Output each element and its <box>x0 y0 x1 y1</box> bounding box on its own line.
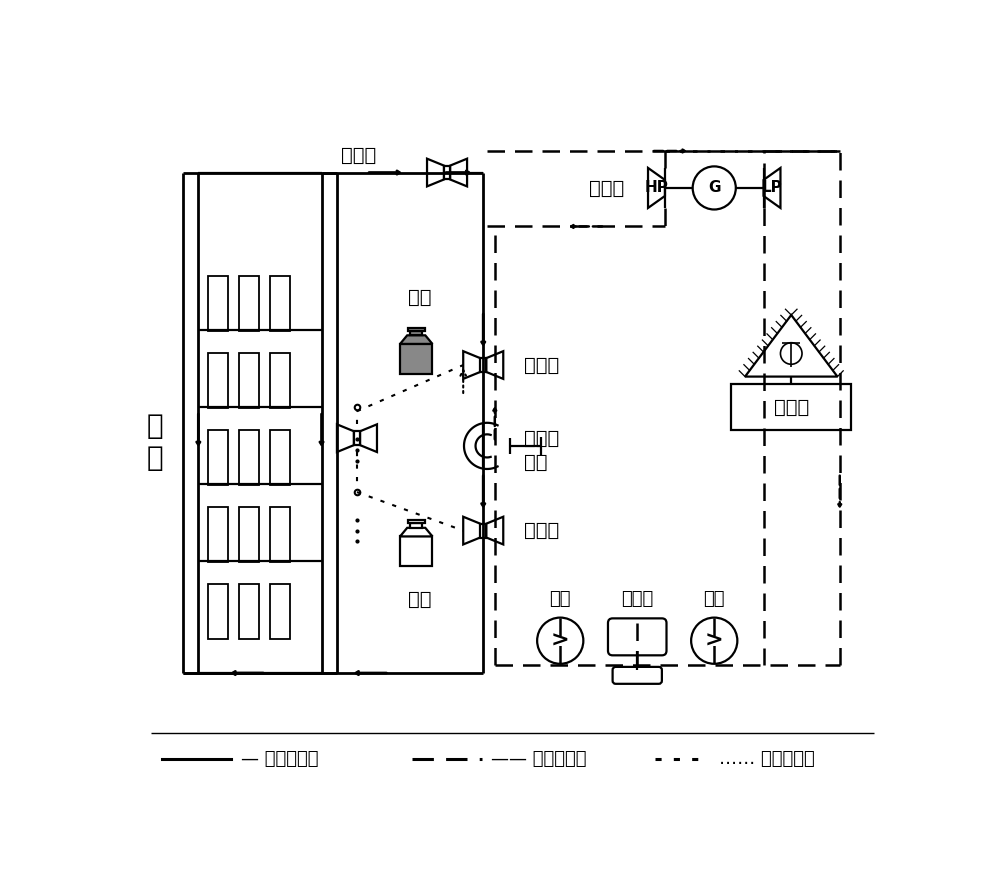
Bar <box>408 328 425 330</box>
Text: >: > <box>551 631 570 650</box>
Polygon shape <box>450 159 467 186</box>
Text: 再热器: 再热器 <box>341 146 376 165</box>
Bar <box>410 523 422 528</box>
Bar <box>400 536 432 566</box>
Text: 过热器: 过热器 <box>524 355 559 375</box>
Bar <box>444 166 450 180</box>
Polygon shape <box>745 315 837 377</box>
Text: 高加: 高加 <box>549 590 571 609</box>
Bar <box>239 430 259 486</box>
Bar <box>239 507 259 562</box>
Text: 凝气器: 凝气器 <box>774 398 809 417</box>
Circle shape <box>780 343 802 364</box>
Bar <box>354 431 360 445</box>
Text: 蕌汽发: 蕌汽发 <box>524 429 559 447</box>
Bar <box>480 524 486 538</box>
Polygon shape <box>463 517 480 545</box>
Bar <box>270 430 290 486</box>
Text: LP: LP <box>762 181 782 196</box>
Text: 生器: 生器 <box>524 454 548 472</box>
Bar <box>208 276 228 331</box>
Text: 预热器: 预热器 <box>524 521 559 540</box>
Text: G: G <box>708 181 720 196</box>
Polygon shape <box>360 424 377 452</box>
Bar <box>208 507 228 562</box>
Text: 低加: 低加 <box>703 590 725 609</box>
Bar <box>208 430 228 486</box>
Bar <box>270 276 290 331</box>
Text: 镜
场: 镜 场 <box>147 412 164 472</box>
Text: 汽轮机: 汽轮机 <box>589 178 624 198</box>
Polygon shape <box>427 159 444 186</box>
Bar <box>270 507 290 562</box>
Bar <box>400 344 432 374</box>
Text: 冷罐: 冷罐 <box>408 590 432 609</box>
Text: —— 水蕌气流向: —— 水蕌气流向 <box>491 750 586 768</box>
Text: — 导热油流向: — 导热油流向 <box>241 750 319 768</box>
FancyBboxPatch shape <box>608 618 667 656</box>
Circle shape <box>693 167 736 209</box>
Polygon shape <box>764 168 780 208</box>
Bar <box>270 584 290 639</box>
Text: 除氧器: 除氧器 <box>621 590 653 609</box>
Bar <box>208 584 228 639</box>
Text: …… 硝酸盐流向: …… 硝酸盐流向 <box>719 750 815 768</box>
Bar <box>408 520 425 523</box>
Bar <box>410 330 422 335</box>
Bar <box>270 353 290 408</box>
Bar <box>239 276 259 331</box>
Bar <box>239 353 259 408</box>
Polygon shape <box>648 168 665 208</box>
Polygon shape <box>400 528 432 536</box>
FancyBboxPatch shape <box>613 667 662 684</box>
Text: >: > <box>705 631 724 650</box>
Bar <box>208 353 228 408</box>
Circle shape <box>537 618 583 664</box>
Circle shape <box>691 618 737 664</box>
Polygon shape <box>400 335 432 344</box>
Polygon shape <box>486 517 503 545</box>
Polygon shape <box>486 351 503 379</box>
Bar <box>239 584 259 639</box>
Polygon shape <box>463 351 480 379</box>
Bar <box>731 385 851 431</box>
Bar <box>480 358 486 372</box>
Polygon shape <box>337 424 354 452</box>
Text: 热罐: 热罐 <box>408 288 432 307</box>
Text: HP: HP <box>645 181 668 196</box>
